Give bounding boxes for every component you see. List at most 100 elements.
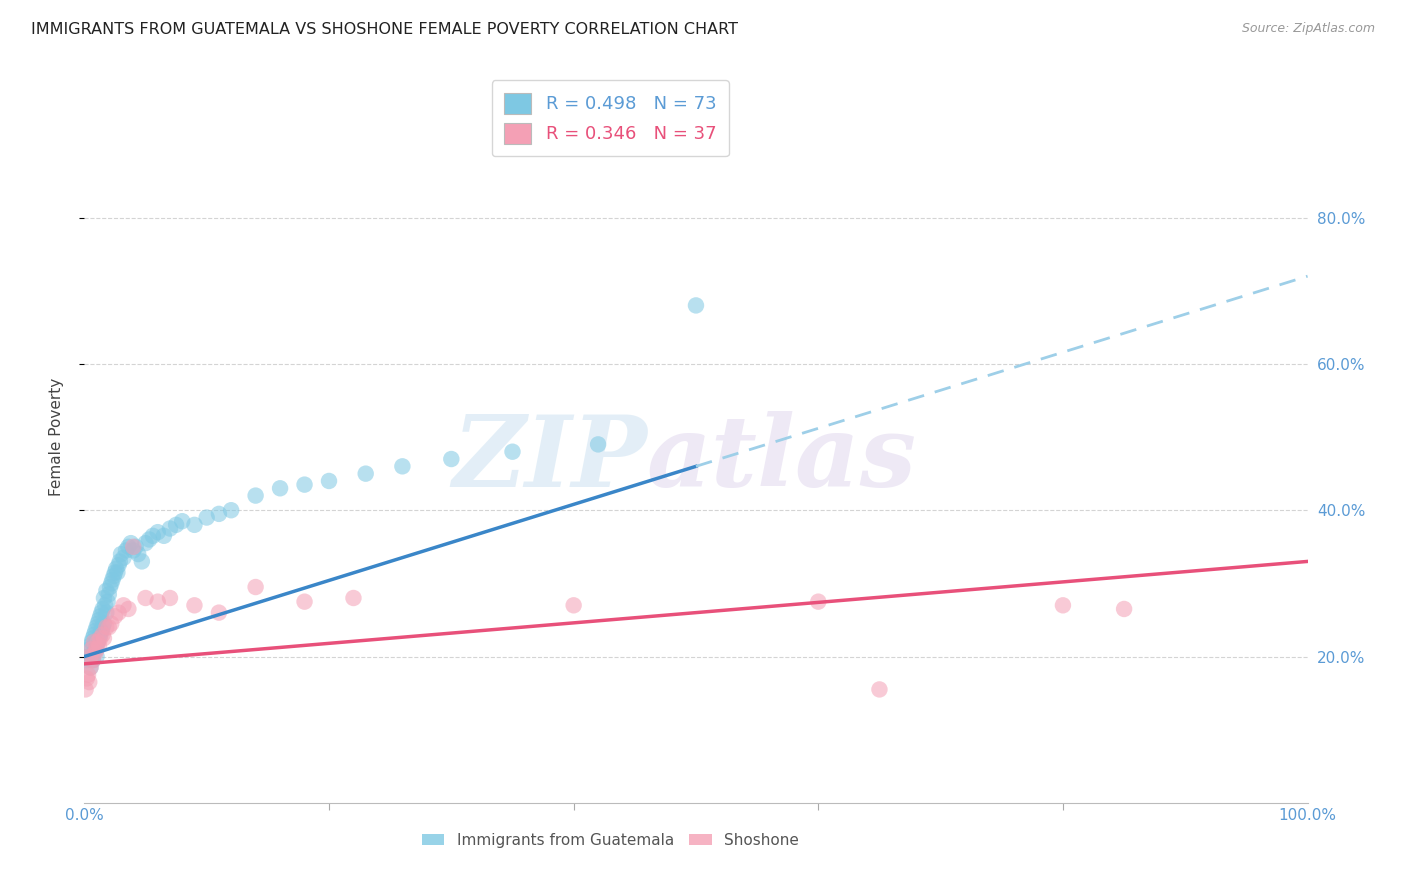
Point [354,467,377,481]
Point [1114,602,1136,616]
Point [153,529,176,543]
Point [86,620,108,634]
Point [87,613,110,627]
Point [120,536,142,550]
Point [93,616,115,631]
Point [135,591,157,605]
Point [87,632,110,646]
Point [89,632,111,646]
Point [93,591,115,605]
Point [87,635,110,649]
Point [96,606,118,620]
Point [90,624,112,638]
Point [77,642,100,657]
Point [108,554,131,568]
Point [104,609,127,624]
Point [82,632,104,646]
Point [107,606,129,620]
Point [86,642,108,657]
Point [75,682,97,697]
Point [122,543,145,558]
Point [146,594,169,608]
Point [84,624,107,638]
Point [97,594,120,608]
Text: ZIP: ZIP [453,411,647,508]
Point [101,573,124,587]
Point [79,649,101,664]
Point [269,481,291,495]
Y-axis label: Female Poverty: Female Poverty [49,378,63,496]
Point [100,576,122,591]
Point [87,639,110,653]
Point [245,489,267,503]
Point [208,507,231,521]
Point [84,646,107,660]
Point [80,649,103,664]
Point [294,477,316,491]
Point [83,635,105,649]
Point [122,540,145,554]
Point [79,639,101,653]
Point [83,627,105,641]
Point [91,602,114,616]
Point [104,566,127,580]
Point [105,566,128,580]
Point [96,620,118,634]
Point [83,646,105,660]
Point [117,602,139,616]
Text: atlas: atlas [647,411,917,508]
Point [127,547,149,561]
Point [87,635,110,649]
Point [183,599,205,613]
Point [86,649,108,664]
Point [318,474,340,488]
Point [502,444,524,458]
Point [807,594,830,608]
Point [105,562,128,576]
Point [79,660,101,674]
Point [146,525,169,540]
Point [115,543,138,558]
Point [195,510,218,524]
Point [142,529,165,543]
Legend: Immigrants from Guatemala, Shoshone: Immigrants from Guatemala, Shoshone [415,827,806,854]
Point [110,547,132,561]
Point [97,620,120,634]
Point [82,653,104,667]
Point [80,642,103,657]
Point [586,437,609,451]
Point [107,558,129,573]
Point [79,660,101,674]
Point [869,682,891,697]
Point [342,591,364,605]
Point [77,649,100,664]
Point [125,540,148,554]
Point [91,627,114,641]
Point [294,594,316,608]
Point [685,298,707,312]
Point [219,503,242,517]
Point [440,452,463,467]
Text: Source: ZipAtlas.com: Source: ZipAtlas.com [1241,22,1375,36]
Point [94,599,117,613]
Point [245,580,267,594]
Point [103,569,125,583]
Point [77,675,100,690]
Point [89,627,111,641]
Point [80,635,103,649]
Point [97,587,120,601]
Point [86,639,108,653]
Point [82,653,104,667]
Point [112,550,135,565]
Point [138,533,160,547]
Point [562,599,585,613]
Point [131,554,153,568]
Point [117,540,139,554]
Text: IMMIGRANTS FROM GUATEMALA VS SHOSHONE FEMALE POVERTY CORRELATION CHART: IMMIGRANTS FROM GUATEMALA VS SHOSHONE FE… [31,22,738,37]
Point [77,667,100,681]
Point [76,653,98,667]
Point [165,517,187,532]
Point [96,583,118,598]
Point [90,606,112,620]
Point [87,616,110,631]
